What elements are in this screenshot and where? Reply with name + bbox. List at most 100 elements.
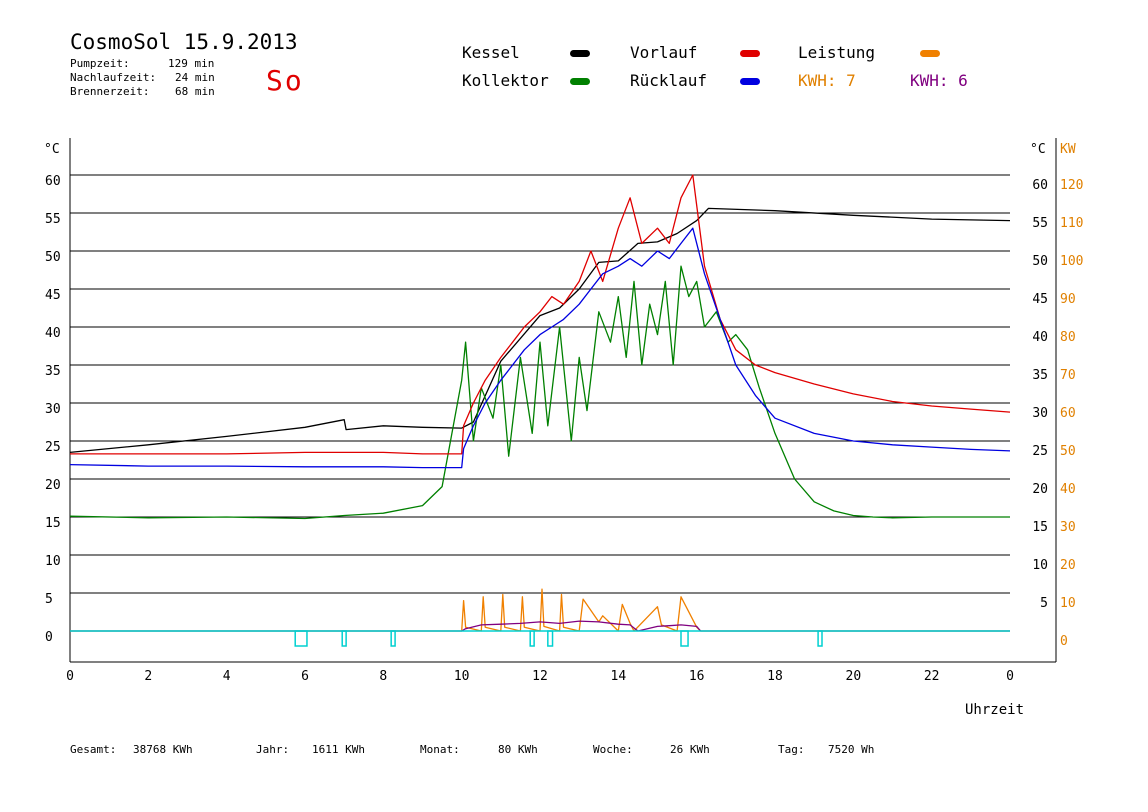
y-tick-right: 35 [1032,368,1048,383]
legend-kollektor-label: Kollektor [462,71,549,90]
y-tick-right-kw: 0 [1060,634,1068,649]
x-tick: 14 [611,669,627,684]
y-tick-right-kw: 120 [1060,178,1083,193]
pump-time-label: Pumpzeit: [70,57,130,70]
chart-series [69,174,1011,647]
y-tick-right: 15 [1032,520,1048,535]
footer-year-label: Jahr: [256,743,290,756]
pump-pulse [390,630,396,647]
x-tick: 2 [144,669,152,684]
after-run-label: Nachlaufzeit: [70,71,157,84]
footer-week-label: Woche: [593,743,633,756]
footer-day-value: 7520 Wh [828,743,875,756]
y-tick-right: 20 [1032,482,1048,497]
chart-frame [69,138,1057,663]
y-tick-left: 30 [45,402,61,417]
x-tick: 0 [66,669,74,684]
y-tick-left: 0 [45,630,53,645]
pump-pulse [680,630,689,647]
x-tick: 10 [454,669,470,684]
footer-month-value: 80 KWh [498,743,538,756]
after-run-value: 24 min [175,71,215,84]
y-tick-right: 30 [1032,406,1048,421]
y-tick-left: 20 [45,478,61,493]
y-tick-left: 10 [45,554,61,569]
y-tick-right: 45 [1032,292,1048,307]
y-axis-label-left: °C [44,142,60,157]
pump-pulse [547,630,554,647]
x-tick: 4 [223,669,231,684]
legend-leistung-swatch [920,50,940,57]
series-line-vorlauf [70,174,1011,455]
x-tick: 6 [301,669,309,684]
x-tick: 0 [1006,669,1014,684]
footer-total-label: Gesamt: [70,743,117,756]
y-tick-right-kw: 40 [1060,482,1076,497]
footer-total-value: 38768 KWh [133,743,193,756]
y-tick-right: 40 [1032,330,1048,345]
y-tick-right-kw: 70 [1060,368,1076,383]
y-tick-left: 55 [45,212,61,227]
y-tick-right: 60 [1032,178,1048,193]
y-tick-right: 25 [1032,444,1048,459]
y-tick-right-kw: 100 [1060,254,1083,269]
y-tick-left: 60 [45,174,61,189]
legend-kollektor-swatch [570,78,590,85]
chart-title: CosmoSol 15.9.2013 [70,30,298,54]
pump-pulse [817,630,823,647]
series-line-r-cklauf [69,227,1011,469]
series-line-kwh-6 [70,620,1010,632]
y-tick-right-kw: 50 [1060,444,1076,459]
y-tick-right: 55 [1032,216,1048,231]
legend-kwh-purple: KWH: 6 [910,71,968,90]
legend-kwh-orange: KWH: 7 [798,71,856,90]
y-tick-right: 50 [1032,254,1048,269]
series-line-leistung [70,588,1010,632]
y-tick-left: 50 [45,250,61,265]
y-tick-left: 25 [45,440,61,455]
pump-pulse [294,630,308,647]
legend-vorlauf-swatch [740,50,760,57]
legend-leistung-label: Leistung [798,43,876,62]
day-label: So [266,64,304,97]
x-tick: 20 [846,669,862,684]
footer-week-value: 26 KWh [670,743,710,756]
y-tick-right-kw: 80 [1060,330,1076,345]
footer-month-label: Monat: [420,743,460,756]
pump-pulse [341,630,347,647]
y-tick-right-kw: 20 [1060,558,1076,573]
y-tick-right-kw: 30 [1060,520,1076,535]
chart-grid [70,174,1010,594]
series-line-kollektor [69,265,1010,520]
y-tick-left: 15 [45,516,61,531]
footer-day-label: Tag: [778,743,805,756]
y-axis-label-right-kw: KW [1060,142,1076,157]
footer-year-value: 1611 KWh [312,743,365,756]
x-tick: 16 [689,669,705,684]
y-tick-right-kw: 90 [1060,292,1076,307]
x-tick: 22 [924,669,940,684]
y-tick-left: 5 [45,592,53,607]
y-tick-left: 35 [45,364,61,379]
legend-kessel-swatch [570,50,590,57]
y-tick-right-kw: 60 [1060,406,1076,421]
burner-time-label: Brennerzeit: [70,85,150,98]
x-tick: 12 [532,669,548,684]
pump-pulse [529,630,535,647]
y-tick-left: 40 [45,326,61,341]
y-tick-right: 10 [1032,558,1048,573]
legend-vorlauf-label: Vorlauf [630,43,698,62]
pump-time-value: 129 min [168,57,215,70]
legend-kessel-label: Kessel [462,43,520,62]
chart-ticks: 0510152025303540455055605101520253035404… [45,174,1083,684]
legend-ruecklauf-swatch [740,78,760,85]
y-tick-right-kw: 110 [1060,216,1083,231]
x-tick: 18 [767,669,783,684]
x-tick: 8 [379,669,387,684]
y-tick-right-kw: 10 [1060,596,1076,611]
burner-time-value: 68 min [175,85,215,98]
y-tick-right: 5 [1040,596,1048,611]
y-axis-label-right: °C [1030,142,1046,157]
